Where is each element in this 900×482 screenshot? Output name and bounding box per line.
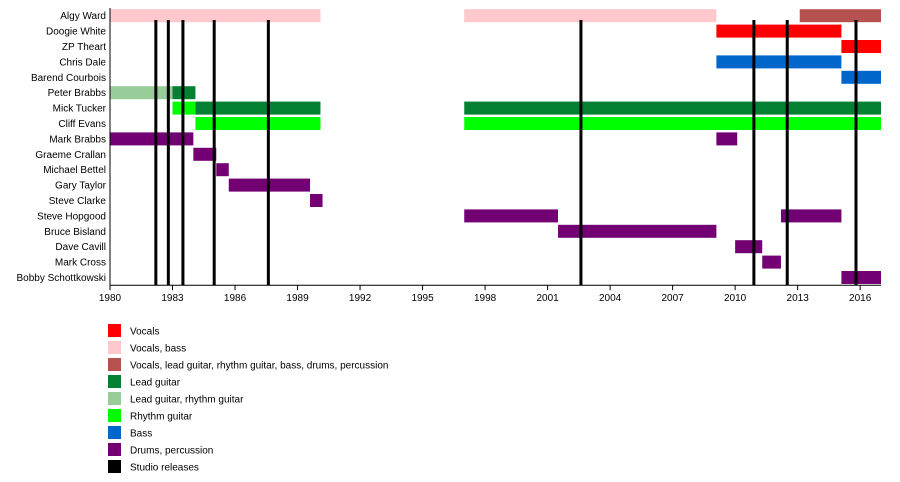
- legend-label: Lead guitar: [130, 378, 181, 389]
- member-label: Mick Tucker: [53, 104, 107, 115]
- member-label: Barend Courbois: [31, 73, 106, 84]
- member-label: Gary Taylor: [55, 181, 107, 192]
- member-bar: [558, 224, 717, 238]
- member-label: Algy Ward: [60, 11, 106, 22]
- member-bar: [464, 101, 881, 115]
- legend-swatch: [108, 375, 121, 388]
- x-tick-label: 2007: [661, 293, 684, 304]
- x-tick-label: 2004: [599, 293, 622, 304]
- member-bar: [841, 40, 881, 53]
- member-bar: [310, 194, 323, 207]
- x-tick-label: 2016: [849, 293, 872, 304]
- legend-label: Lead guitar, rhythm guitar: [130, 395, 244, 406]
- legend-label: Vocals, lead guitar, rhythm guitar, bass…: [130, 361, 388, 372]
- member-bar: [716, 132, 738, 146]
- legend-swatch: [108, 443, 121, 456]
- legend-label: Drums, percussion: [130, 446, 213, 457]
- x-tick-label: 1992: [349, 293, 372, 304]
- member-label: Michael Bettel: [43, 165, 106, 176]
- member-label: Dave Cavill: [55, 242, 106, 253]
- member-bar: [841, 70, 881, 84]
- x-tick-label: 1989: [286, 293, 309, 304]
- x-tick-label: 1995: [411, 293, 434, 304]
- legend-label: Rhythm guitar: [130, 412, 193, 423]
- x-tick-label: 1983: [161, 293, 184, 304]
- member-label: ZP Theart: [62, 42, 106, 53]
- legend-swatch: [108, 409, 121, 422]
- legend-swatch: [108, 460, 121, 473]
- legend-swatch: [108, 341, 121, 354]
- member-bar: [464, 9, 717, 23]
- member-bar: [110, 132, 194, 146]
- member-bar: [195, 117, 321, 130]
- x-tick-label: 1998: [474, 293, 497, 304]
- x-tick-label: 1986: [224, 293, 247, 304]
- legend-label: Studio releases: [130, 463, 199, 474]
- legend-swatch: [108, 392, 121, 405]
- member-bar: [110, 86, 173, 100]
- legend-label: Vocals: [130, 327, 159, 338]
- member-label: Cliff Evans: [58, 119, 106, 130]
- member-bar: [110, 9, 321, 23]
- member-label: Bruce Bisland: [44, 227, 106, 238]
- x-tick-label: 2013: [787, 293, 810, 304]
- member-bar: [780, 209, 842, 223]
- member-bar: [762, 255, 781, 269]
- x-tick-label: 2001: [536, 293, 559, 304]
- member-bar: [464, 117, 881, 130]
- member-label: Bobby Schottkowski: [17, 273, 107, 284]
- member-label: Chris Dale: [59, 57, 106, 68]
- member-label: Graeme Crallan: [35, 150, 106, 161]
- legend-swatch: [108, 426, 121, 439]
- member-bar: [799, 9, 881, 23]
- member-bar: [216, 163, 229, 177]
- member-label: Mark Brabbs: [49, 134, 106, 145]
- member-bar: [195, 101, 321, 115]
- member-label: Mark Cross: [55, 258, 106, 269]
- member-label: Peter Brabbs: [48, 88, 106, 99]
- member-label: Steve Hopgood: [37, 211, 106, 222]
- x-tick-label: 2010: [724, 293, 747, 304]
- legend-label: Bass: [130, 429, 152, 440]
- member-bar: [841, 271, 881, 284]
- member-bar: [193, 147, 217, 161]
- legend-swatch: [108, 324, 121, 337]
- member-label: Doogie White: [46, 27, 106, 38]
- member-label: Steve Clarke: [49, 196, 107, 207]
- legend-label: Vocals, bass: [130, 344, 186, 355]
- legend-swatch: [108, 358, 121, 371]
- x-tick-label: 1980: [99, 293, 122, 304]
- member-bar: [716, 24, 842, 38]
- member-bar: [735, 240, 763, 254]
- member-bar: [716, 55, 842, 69]
- member-bar: [464, 209, 559, 223]
